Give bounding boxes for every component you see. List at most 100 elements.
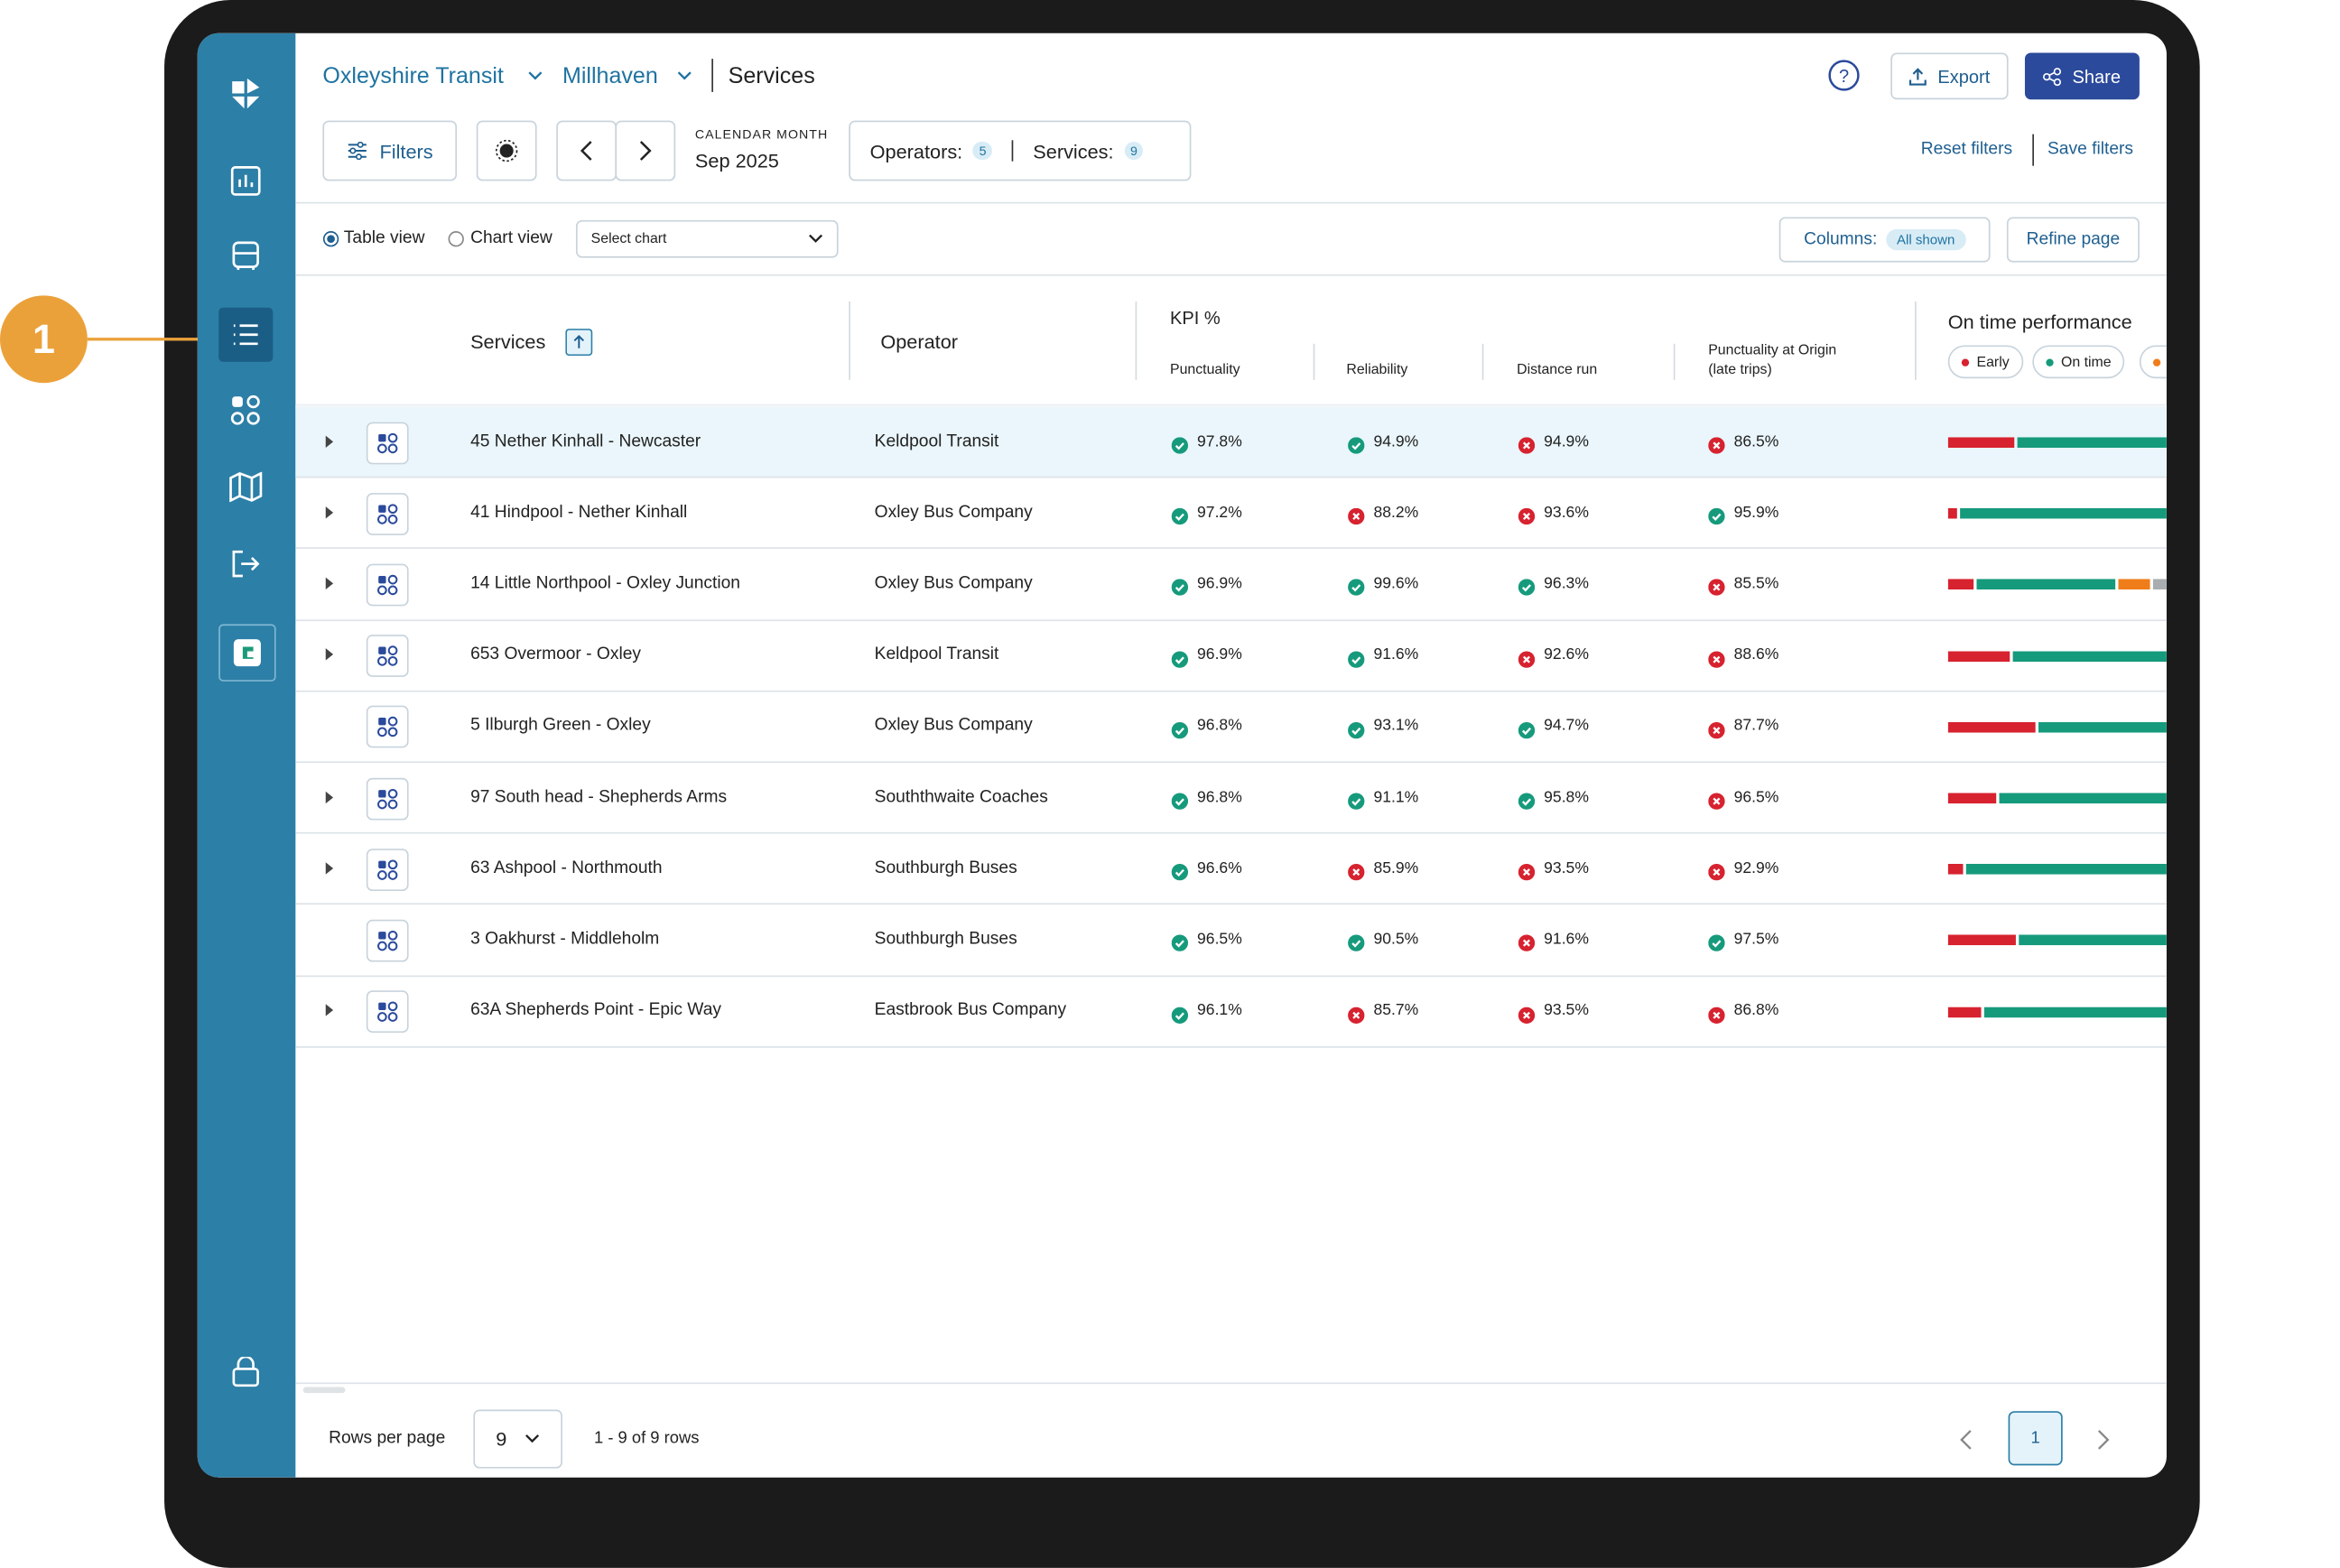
col-reliability[interactable]: Reliability	[1346, 361, 1408, 379]
status-icon	[1518, 861, 1536, 881]
nav-dashboard[interactable]	[218, 153, 273, 208]
expand-toggle[interactable]	[325, 1004, 334, 1016]
row-icon[interactable]	[366, 848, 409, 891]
radio-checked[interactable]	[322, 231, 339, 247]
col-otp: On time performance	[1947, 311, 2132, 334]
col-punctuality[interactable]: Punctuality	[1169, 361, 1240, 379]
status-icon	[1708, 434, 1725, 454]
page-size-select[interactable]: 9	[473, 1409, 562, 1469]
otp-segment	[1947, 508, 1957, 519]
help-icon[interactable]: ?	[1827, 59, 1861, 92]
theme-button[interactable]	[476, 120, 537, 181]
status-icon	[1171, 577, 1189, 597]
table-row: 653 Overmoor - Oxley Keldpool Transit 96.9…	[295, 620, 2167, 692]
page-size: 9	[496, 1427, 507, 1451]
row-icon[interactable]	[366, 635, 409, 678]
status-icon	[1348, 790, 1365, 811]
otp-segment	[1977, 580, 2115, 590]
nav-services[interactable]	[218, 307, 274, 362]
sort-asc[interactable]	[565, 329, 593, 357]
expand-toggle[interactable]	[325, 861, 334, 875]
scrollbar	[302, 1387, 346, 1394]
service-name: 5 Ilburgh Green - Oxley	[470, 716, 651, 735]
operator-name: Eastbrook Bus Company	[874, 1001, 1067, 1020]
status-icon	[1708, 577, 1725, 597]
col-service[interactable]: Services	[470, 329, 546, 353]
legend-late[interactable]	[2139, 345, 2167, 379]
legend-ontime[interactable]: On time	[2032, 345, 2125, 379]
row-icon[interactable]	[366, 563, 409, 607]
col-distance[interactable]: Distance run	[1517, 361, 1598, 379]
kpi-value: 96.9%	[1197, 645, 1242, 664]
nav-map[interactable]	[218, 459, 273, 514]
divider	[2032, 134, 2034, 166]
expand-toggle[interactable]	[325, 506, 334, 519]
expand-toggle[interactable]	[325, 577, 334, 589]
status-icon	[1171, 1004, 1189, 1024]
save-filters[interactable]: Save filters	[2047, 140, 2134, 159]
select-chart[interactable]: Select chart	[575, 219, 839, 258]
kpi-value: 96.6%	[1197, 858, 1242, 877]
expand-toggle[interactable]	[325, 648, 334, 661]
kpi-value: 92.9%	[1733, 858, 1779, 877]
table-view[interactable]: Table view	[343, 228, 425, 247]
expand-toggle[interactable]	[325, 434, 334, 448]
row-icon[interactable]	[366, 777, 409, 820]
table-row: 14 Little Northpool - Oxley Junction Oxle…	[295, 550, 2167, 621]
status-icon	[1518, 506, 1536, 525]
kpi-value: 87.7%	[1733, 716, 1779, 735]
service-name: 3 Oakhurst - Middleholm	[470, 930, 660, 949]
row-icon[interactable]	[366, 492, 409, 535]
chart-view[interactable]: Chart view	[470, 228, 552, 247]
next-month[interactable]	[615, 120, 676, 181]
prev-month[interactable]	[556, 120, 618, 181]
status-icon	[1708, 719, 1725, 739]
row-icon[interactable]	[366, 706, 409, 749]
table-row: 63A Shepherds Point - Epic Way Eastbrook …	[295, 977, 2167, 1048]
annotation-badge: 1	[0, 295, 88, 384]
page-current[interactable]: 1	[2008, 1411, 2063, 1466]
breadcrumb-area[interactable]: Millhaven	[562, 63, 658, 89]
share-button[interactable]: Share	[2024, 52, 2140, 100]
legend-early[interactable]: Early	[1947, 345, 2023, 379]
radio[interactable]	[448, 231, 464, 247]
status-icon	[1171, 434, 1189, 454]
service-name: 63A Shepherds Point - Epic Way	[470, 1001, 722, 1020]
legend-label: Early	[1976, 353, 2010, 371]
export-button[interactable]: Export	[1890, 52, 2009, 100]
kpi-value: 97.5%	[1733, 930, 1779, 949]
scope-box[interactable]: Operators: 5 Services: 9	[849, 120, 1192, 181]
screen: Oxleyshire Transit Millhaven Services ? …	[197, 32, 2167, 1478]
nav-logout[interactable]	[218, 537, 273, 591]
nav-lock[interactable]	[218, 1345, 273, 1399]
otp-bar	[1947, 864, 2167, 876]
table-row: 41 Hindpool - Nether Kinhall Oxley Bus Co…	[295, 478, 2167, 550]
nav-apps[interactable]	[218, 383, 273, 437]
breadcrumb-org[interactable]: Oxleyshire Transit	[322, 63, 504, 89]
row-icon[interactable]	[366, 421, 409, 464]
otp-segment	[2016, 437, 2167, 449]
col-origin[interactable]: Punctuality at Origin (late trips)	[1708, 342, 1837, 379]
kpi-value: 86.5%	[1733, 431, 1779, 450]
nav-app-badge[interactable]	[218, 624, 276, 682]
kpi-value: 88.2%	[1373, 503, 1419, 522]
col-operator[interactable]: Operator	[880, 329, 959, 353]
status-icon	[1171, 932, 1189, 952]
expand-toggle[interactable]	[325, 791, 334, 803]
row-icon[interactable]	[366, 990, 409, 1034]
reset-filters[interactable]: Reset filters	[1920, 140, 2013, 159]
refine-button[interactable]: Refine page	[2006, 217, 2140, 263]
otp-segment	[2118, 580, 2151, 590]
columns-button[interactable]: Columns: All shown	[1778, 217, 1991, 263]
header-shadow	[295, 404, 2167, 409]
row-icon[interactable]	[366, 919, 409, 962]
nav-vehicles[interactable]	[218, 229, 273, 283]
filters-button[interactable]: Filters	[322, 120, 458, 181]
prev-page[interactable]	[1960, 1429, 1972, 1450]
status-icon	[1171, 719, 1189, 739]
otp-bar	[1947, 650, 2167, 662]
services-label: Services:	[1033, 139, 1114, 162]
otp-segment	[1999, 793, 2167, 804]
next-page[interactable]	[2097, 1429, 2110, 1450]
kpi-value: 91.6%	[1373, 645, 1419, 664]
